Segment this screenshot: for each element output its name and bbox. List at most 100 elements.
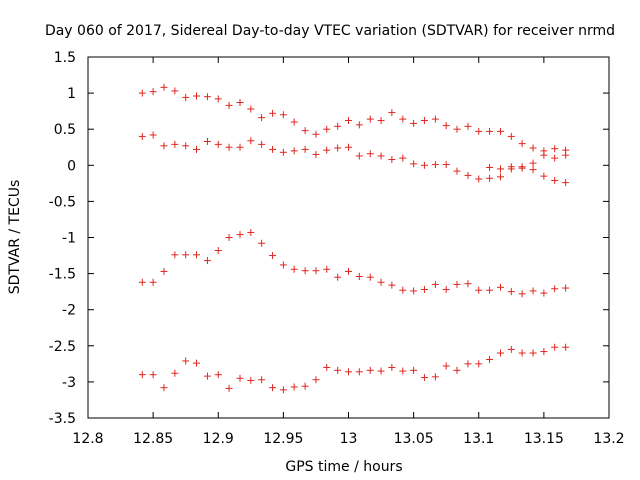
data-point [149, 371, 157, 379]
data-point [355, 121, 363, 129]
data-point [192, 145, 200, 153]
data-point [171, 369, 179, 377]
data-point [334, 273, 342, 281]
data-point [410, 119, 418, 127]
data-point [312, 130, 320, 138]
data-point [388, 109, 396, 117]
data-point [225, 234, 233, 241]
data-point [290, 118, 298, 126]
data-point [551, 145, 559, 153]
data-point [366, 366, 374, 374]
y-axis-tick-labels: 1.5 1 0.5 0 -0.5 -1 -1.5 -2 -2.5 -3 -3.5 [49, 50, 76, 427]
data-point [518, 349, 526, 357]
data-point [551, 154, 559, 162]
data-point [345, 117, 352, 125]
data-point [399, 154, 407, 162]
y-tick-label: -2.5 [49, 339, 76, 355]
data-point [301, 267, 309, 275]
data-point [279, 111, 287, 119]
x-tick-label: 12.95 [263, 431, 303, 447]
data-point [377, 367, 385, 375]
data-point [192, 359, 200, 367]
data-point [453, 280, 461, 288]
data-point [236, 231, 244, 239]
data-point [431, 373, 439, 381]
data-point [182, 357, 190, 365]
data-point [453, 167, 461, 175]
data-point [518, 290, 526, 298]
y-tick-label: 1.5 [54, 50, 76, 66]
data-point [431, 115, 439, 123]
y-tick-label: -1 [62, 231, 76, 247]
data-point [540, 172, 548, 180]
data-point [345, 267, 352, 275]
data-point [312, 267, 320, 275]
data-point [529, 349, 537, 357]
data-point [551, 285, 559, 293]
data-point [334, 122, 342, 130]
data-point [366, 273, 374, 281]
data-point [497, 165, 505, 173]
data-point [431, 161, 439, 169]
data-point [138, 371, 146, 379]
data-point [518, 140, 526, 148]
data-point [269, 145, 277, 153]
data-point [497, 283, 505, 291]
data-point [269, 109, 277, 117]
data-point [334, 144, 342, 152]
data-point [355, 272, 363, 280]
x-tick-label: 13 [340, 431, 358, 447]
x-tick-label: 13.1 [463, 431, 494, 447]
data-point [486, 127, 494, 135]
data-point [269, 384, 277, 392]
data-point [334, 366, 342, 374]
data-point [138, 132, 146, 140]
data-point [236, 143, 244, 151]
data-point [236, 98, 244, 106]
x-tick-label: 13.15 [524, 431, 564, 447]
y-tick-label: -3 [62, 375, 76, 391]
data-point [497, 173, 505, 181]
data-point [540, 348, 548, 356]
data-point [518, 163, 526, 171]
data-point [420, 161, 428, 169]
y-axis-label: SDTVAR / TECUs [7, 180, 23, 295]
data-point [475, 127, 483, 135]
data-point [486, 163, 494, 171]
data-point [529, 144, 537, 152]
data-point [507, 163, 515, 171]
data-point [247, 137, 255, 145]
data-point [160, 83, 168, 91]
data-point [203, 93, 211, 101]
data-point [247, 105, 255, 113]
data-point [540, 289, 548, 297]
data-point [431, 280, 439, 288]
data-point [355, 368, 363, 376]
data-point [279, 261, 287, 269]
data-point [464, 122, 472, 130]
y-tick-label: 1 [67, 86, 76, 102]
data-point [301, 145, 309, 153]
data-point [562, 179, 570, 187]
data-point [420, 285, 428, 293]
data-point [171, 251, 179, 259]
data-point [149, 88, 157, 96]
x-tick-label: 12.9 [203, 431, 234, 447]
data-point [497, 349, 505, 357]
data-point [312, 376, 320, 384]
data-point [410, 366, 418, 374]
data-point [269, 252, 277, 260]
data-point [323, 125, 331, 133]
data-point [464, 171, 472, 179]
data-point [529, 159, 537, 167]
data-point [225, 101, 233, 109]
y-tick-label: -3.5 [49, 411, 76, 427]
data-point [182, 251, 190, 259]
data-point [388, 363, 396, 371]
data-point [236, 374, 244, 382]
data-point [355, 152, 363, 160]
y-tick-label: -0.5 [49, 194, 76, 210]
data-point [323, 265, 331, 273]
data-point [203, 372, 211, 380]
